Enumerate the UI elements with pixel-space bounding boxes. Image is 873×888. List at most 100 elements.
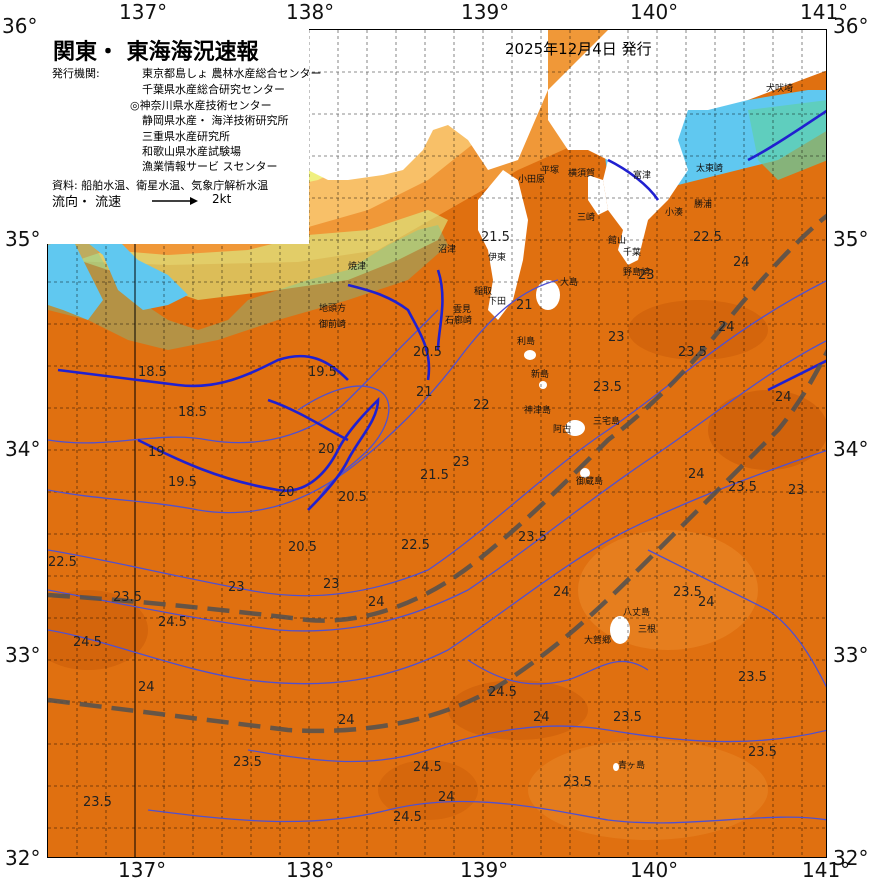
place-label: 千葉 <box>623 248 642 258</box>
place-label: 三根 <box>638 625 657 635</box>
isotherm-label: 22.5 <box>401 538 430 553</box>
isotherm-label: 23 <box>638 268 655 283</box>
isotherm-label: 23 <box>608 330 625 345</box>
org-item: 漁業情報サービ スセンター <box>142 160 278 173</box>
teal-water-kashima <box>748 100 826 180</box>
place-label: 横須賀 <box>568 169 596 179</box>
kuroshio-path <box>48 213 826 734</box>
place-label: 伊東 <box>488 253 507 263</box>
lat-label-35-left: 35° <box>5 227 41 251</box>
place-label: 大島 <box>560 278 579 288</box>
isotherm-label: 24 <box>338 713 355 728</box>
place-label: 三崎 <box>577 213 596 223</box>
land-boso <box>548 30 826 265</box>
isotherm-label: 20.5 <box>413 345 442 360</box>
lat-label-32-right: 32° <box>833 846 869 870</box>
place-label: 地頭方 <box>319 304 347 314</box>
isotherm-label: 18.5 <box>178 405 207 420</box>
orgs-label: 発行機関: <box>52 67 100 80</box>
isotherm-label: 19 <box>148 445 165 460</box>
lat-label-34-right: 34° <box>833 437 869 461</box>
isotherm-label: 24 <box>368 595 385 610</box>
org-item: ◎神奈川県水産技術センター <box>130 99 272 112</box>
place-label: 下田 <box>488 297 507 307</box>
isotherm-label: 24 <box>688 467 705 482</box>
warm-core-southwest <box>48 590 148 670</box>
lat-label-36-right: 36° <box>833 14 869 38</box>
data-sources: 資料: 船舶水温、衛星水温、気象庁解析水温 <box>52 179 269 192</box>
land-hachijo <box>610 616 630 644</box>
place-label: 御蔵島 <box>576 477 604 487</box>
isotherm-label: 24.5 <box>73 635 102 650</box>
warm-core-south-2 <box>378 760 478 820</box>
isotherm-label: 19.5 <box>168 475 197 490</box>
isotherm-label: 20 <box>318 442 335 457</box>
cool-patch-southeast <box>528 740 768 840</box>
lon-label-140-bottom: 140° <box>630 858 679 882</box>
isotherm-label: 24 <box>138 680 155 695</box>
isotherm-label: 23.5 <box>673 585 702 600</box>
isotherm-label: 21.5 <box>481 230 510 245</box>
lon-label-137-top: 137° <box>119 0 168 24</box>
isotherm-label: 24 <box>775 390 792 405</box>
place-label: 雲見 <box>453 305 472 315</box>
map-title: 関東・ 東海海況速報 <box>53 40 259 65</box>
isotherm-label: 23.5 <box>563 775 592 790</box>
warm-core-east <box>708 390 826 470</box>
isotherm-label: 23.5 <box>728 480 757 495</box>
lon-label-141-bottom: 141° <box>802 858 851 882</box>
isotherm-label: 24 <box>438 790 455 805</box>
isotherm-label: 22.5 <box>48 555 77 570</box>
isotherm-label: 18.5 <box>138 365 167 380</box>
place-label: 青ヶ島 <box>618 761 646 771</box>
isotherm-label: 24.5 <box>158 615 187 630</box>
lon-label-138-top: 138° <box>286 0 335 24</box>
place-label: 小田原 <box>518 175 546 185</box>
isotherm-label: 24 <box>553 585 570 600</box>
lat-label-36-left: 36° <box>2 14 38 38</box>
place-label: 富津 <box>633 171 652 181</box>
isotherm-label: 21.5 <box>420 468 449 483</box>
land-miura <box>588 175 608 215</box>
isotherm-label: 24 <box>698 595 715 610</box>
isotherm-label: 23 <box>323 577 340 592</box>
place-label: 神津島 <box>524 406 552 416</box>
isotherm-label: 24.5 <box>393 810 422 825</box>
lat-label-33-right: 33° <box>833 643 869 667</box>
flow-scale-arrow <box>152 197 198 205</box>
isotherm-label: 23.5 <box>593 380 622 395</box>
place-label: 犬吠埼 <box>766 84 794 94</box>
lat-label-35-right: 35° <box>833 227 869 251</box>
isotherm-label: 23.5 <box>113 590 142 605</box>
isotherms-thin <box>48 279 826 824</box>
isotherm-label: 23.5 <box>678 345 707 360</box>
org-item: 静岡県水産・ 海洋技術研究所 <box>142 114 289 127</box>
lon-label-140-top: 140° <box>630 0 679 24</box>
ise-bay-water <box>48 225 448 350</box>
place-label: 八丈島 <box>623 608 651 618</box>
cyan-water-west <box>48 235 188 310</box>
place-label: 沼津 <box>438 245 457 255</box>
place-label: 阿古 <box>553 425 572 435</box>
place-label: 焼津 <box>348 262 367 272</box>
place-label: 野島崎 <box>623 268 651 278</box>
isotherm-label: 24.5 <box>413 760 442 775</box>
lon-label-138-bottom: 138° <box>286 858 335 882</box>
lat-label-32-left: 32° <box>5 846 41 870</box>
place-label: 館山 <box>608 236 627 246</box>
place-label: 新島 <box>531 370 550 380</box>
land-aogashima <box>613 763 619 771</box>
lon-label-139-bottom: 139° <box>460 858 509 882</box>
isotherm-label: 24.5 <box>488 685 517 700</box>
org-item: 千葉県水産総合研究センター <box>142 83 285 96</box>
flow-legend-label: 流向・ 流速 <box>52 195 122 210</box>
isotherm-label: 23.5 <box>83 795 112 810</box>
org-item: 東京都島しょ 農林水産総合センター <box>142 67 322 80</box>
org-item: 和歌山県水産試験場 <box>142 145 241 158</box>
place-label: 小湊 <box>665 208 684 218</box>
isotherm-label: 23.5 <box>518 530 547 545</box>
place-label: 勝浦 <box>694 200 713 210</box>
isotherm-label: 21 <box>416 385 433 400</box>
isotherm-label: 20 <box>278 485 295 500</box>
place-label: 大賀郷 <box>584 636 612 646</box>
